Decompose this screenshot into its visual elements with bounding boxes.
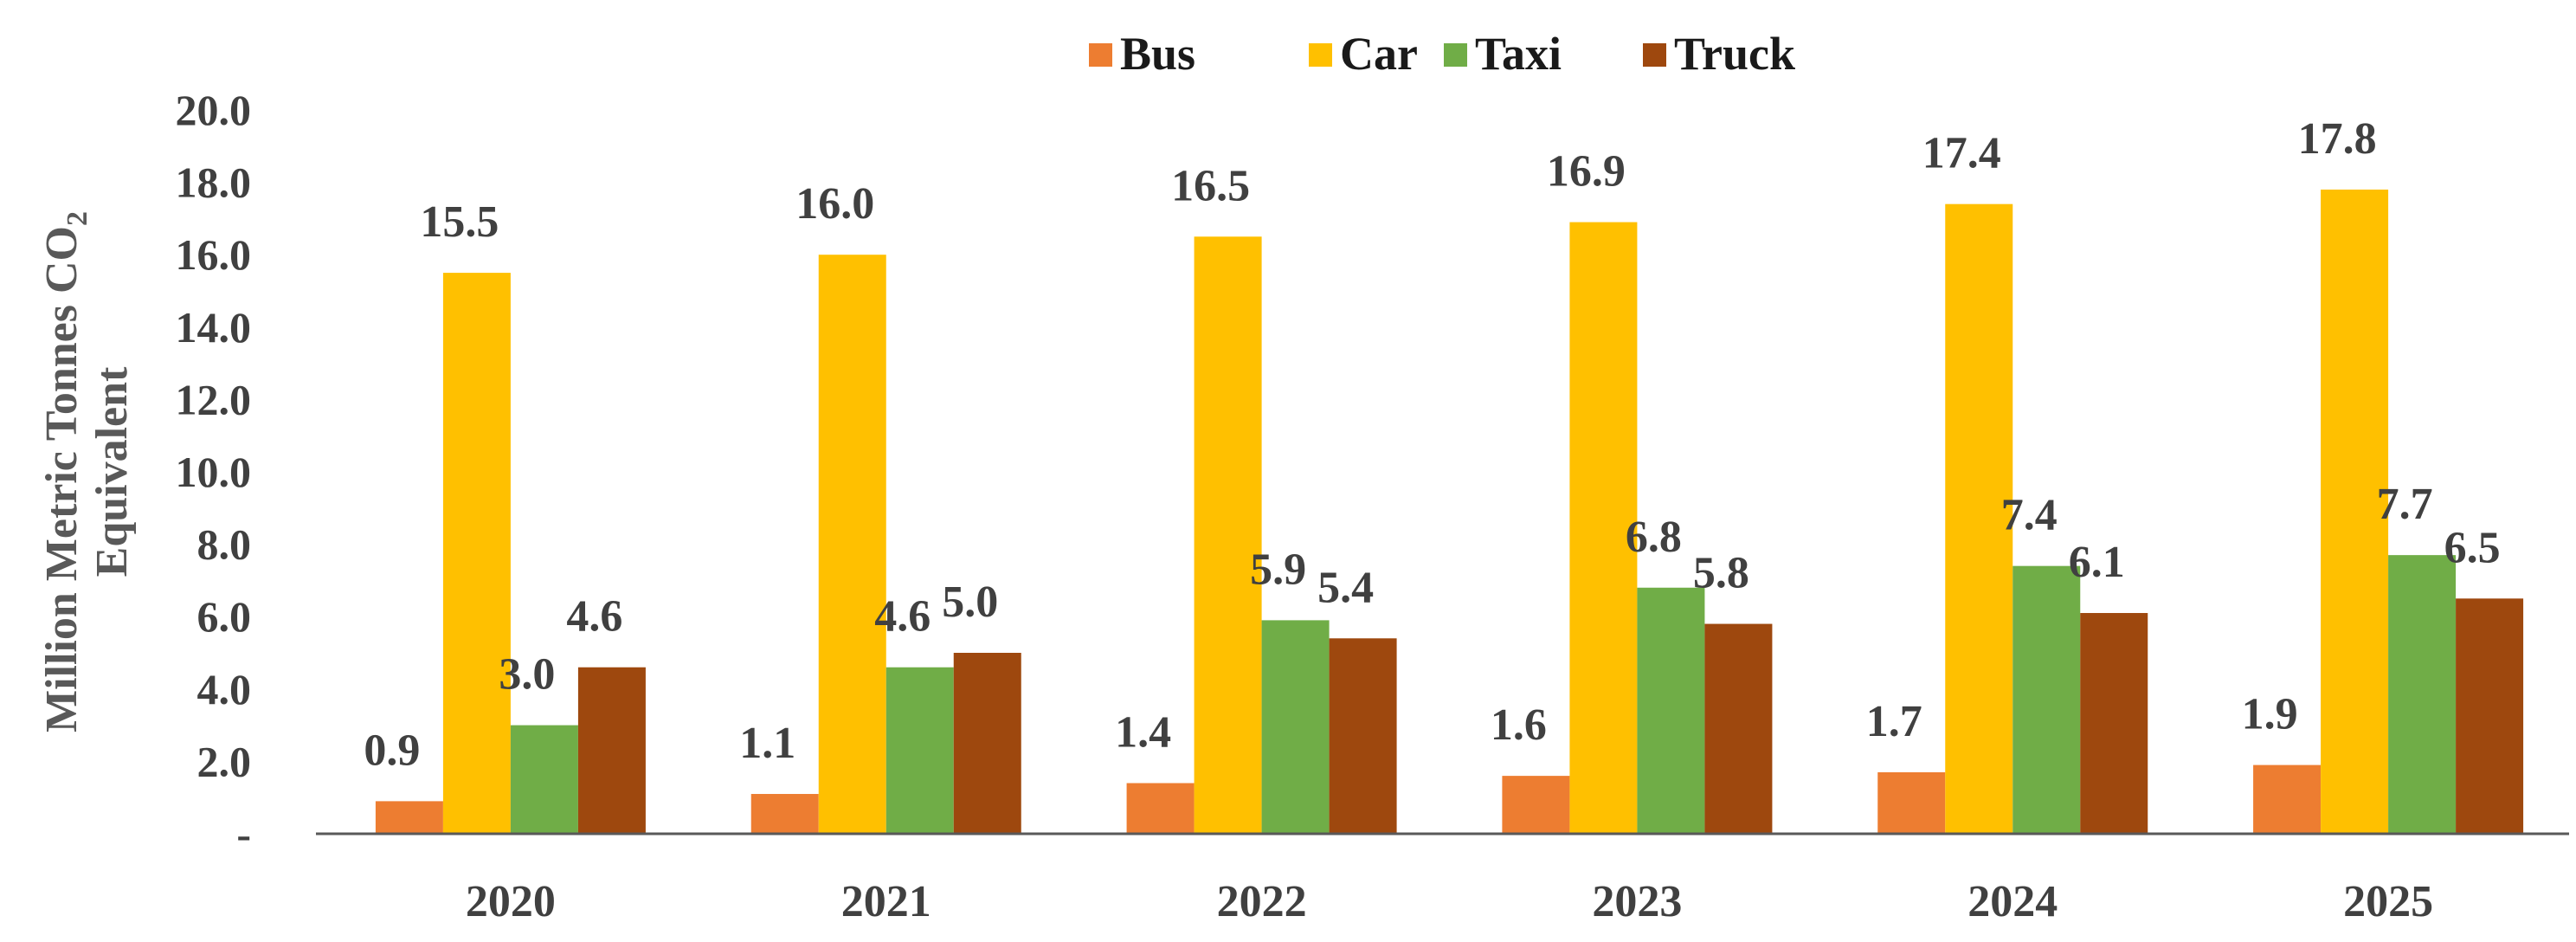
- data-label-truck-2023: 5.8: [1693, 549, 1749, 598]
- data-label-bus-2022: 1.4: [1115, 707, 1171, 757]
- bar-bus-2021: [750, 794, 819, 834]
- y-tick-label: 16.0: [176, 230, 252, 279]
- bar-taxi-2020: [510, 725, 578, 834]
- y-tick-label: 2.0: [197, 737, 252, 785]
- bar-bus-2020: [375, 801, 443, 834]
- bar-truck-2023: [1704, 623, 1773, 834]
- bar-car-2024: [1945, 203, 2013, 834]
- legend-swatch-taxi: [1444, 43, 1467, 67]
- legend-swatch-truck: [1643, 43, 1666, 67]
- y-tick-label: 14.0: [176, 303, 252, 352]
- legend-swatch-bus: [1089, 43, 1112, 67]
- y-axis-title-subscript: 2: [61, 211, 93, 226]
- legend-label-truck: Truck: [1674, 28, 1795, 80]
- bar-bus-2024: [1877, 771, 1946, 834]
- data-label-taxi-2024: 7.4: [2001, 491, 2058, 540]
- y-tick-label: 20.0: [176, 86, 252, 134]
- bar-bus-2025: [2253, 765, 2322, 834]
- data-label-bus-2024: 1.7: [1866, 697, 1922, 746]
- y-tick-label: -: [236, 810, 251, 858]
- data-label-truck-2021: 5.0: [942, 577, 998, 627]
- data-label-car-2024: 17.4: [1922, 129, 2001, 178]
- y-tick-label: 6.0: [197, 592, 252, 641]
- data-label-taxi-2025: 7.7: [2377, 480, 2433, 529]
- bar-truck-2021: [953, 653, 1021, 834]
- y-tick-label: 10.0: [176, 448, 252, 496]
- bar-taxi-2022: [1261, 620, 1330, 834]
- bar-bus-2022: [1126, 783, 1195, 834]
- data-labels: 0.915.53.04.61.116.04.6 5.01.416.55.9 5.41…: [364, 114, 2500, 775]
- x-tick-label-2022: 2022: [1217, 877, 1307, 926]
- bar-taxi-2021: [886, 667, 954, 834]
- bar-car-2020: [442, 273, 511, 835]
- bar-taxi-2024: [2012, 565, 2081, 834]
- y-tick-label: 12.0: [176, 375, 252, 423]
- x-tick-label-2021: 2021: [841, 877, 931, 926]
- x-tick-label-2020: 2020: [466, 877, 556, 926]
- data-label-taxi-2022: 5.9: [1250, 545, 1306, 594]
- x-tick-label-2023: 2023: [1592, 877, 1682, 926]
- bar-car-2025: [2321, 189, 2389, 834]
- bars: [375, 189, 2524, 835]
- data-label-taxi-2020: 3.0: [499, 650, 555, 700]
- y-tick-label: 18.0: [176, 158, 252, 207]
- bar-car-2021: [818, 255, 886, 834]
- legend-swatch-car: [1309, 43, 1332, 67]
- legend-label-car: Car: [1340, 28, 1418, 80]
- data-label-car-2022: 16.5: [1171, 161, 1250, 210]
- data-label-bus-2021: 1.1: [739, 719, 795, 768]
- y-axis-ticks: - 2.0 4.0 6.0 8.0 10.0 12.0 14.0 16.0 18.0 20.0: [176, 86, 252, 858]
- bar-bus-2023: [1502, 776, 1570, 834]
- y-tick-label: 4.0: [197, 665, 252, 713]
- bar-truck-2020: [577, 667, 646, 834]
- data-label-truck-2025: 6.5: [2444, 523, 2501, 572]
- data-label-car-2020: 15.5: [420, 197, 499, 247]
- data-label-bus-2023: 1.6: [1491, 700, 1547, 750]
- y-tick-label: 8.0: [197, 520, 252, 569]
- legend: Bus Car Taxi Truck: [1089, 28, 1795, 80]
- data-label-truck-2020: 4.6: [566, 592, 622, 642]
- legend-label-taxi: Taxi: [1475, 28, 1562, 80]
- x-axis-ticks: 2020 2021 2022 2023 2024 2025: [466, 877, 2433, 926]
- bar-truck-2024: [2080, 613, 2148, 834]
- bar-taxi-2025: [2388, 555, 2457, 834]
- bar-truck-2022: [1329, 638, 1397, 834]
- data-label-bus-2020: 0.9: [364, 726, 420, 775]
- data-label-car-2023: 16.9: [1547, 147, 1626, 197]
- data-label-taxi-2023: 6.8: [1626, 513, 1682, 562]
- y-axis-title-line2: Equivalent: [87, 366, 137, 577]
- y-axis-title-main: Million Metric Tonnes CO: [37, 226, 87, 732]
- legend-label-bus: Bus: [1120, 28, 1195, 80]
- data-label-taxi-2021: 4.6: [874, 592, 931, 642]
- x-tick-label-2024: 2024: [1967, 877, 2058, 926]
- data-label-truck-2022: 5.4: [1317, 563, 1374, 612]
- data-label-car-2025: 17.8: [2298, 114, 2377, 164]
- bar-car-2022: [1194, 236, 1262, 834]
- bar-car-2023: [1569, 222, 1638, 835]
- bar-taxi-2023: [1637, 587, 1705, 834]
- y-axis-title: Million Metric Tonnes CO2 Equivalent: [37, 211, 137, 732]
- y-axis-title-line1: Million Metric Tonnes CO2: [37, 211, 93, 732]
- data-label-bus-2025: 1.9: [2242, 690, 2298, 739]
- data-label-car-2021: 16.0: [795, 179, 874, 229]
- x-tick-label-2025: 2025: [2343, 877, 2433, 926]
- bar-truck-2025: [2456, 598, 2524, 834]
- data-label-truck-2024: 6.1: [2069, 538, 2125, 587]
